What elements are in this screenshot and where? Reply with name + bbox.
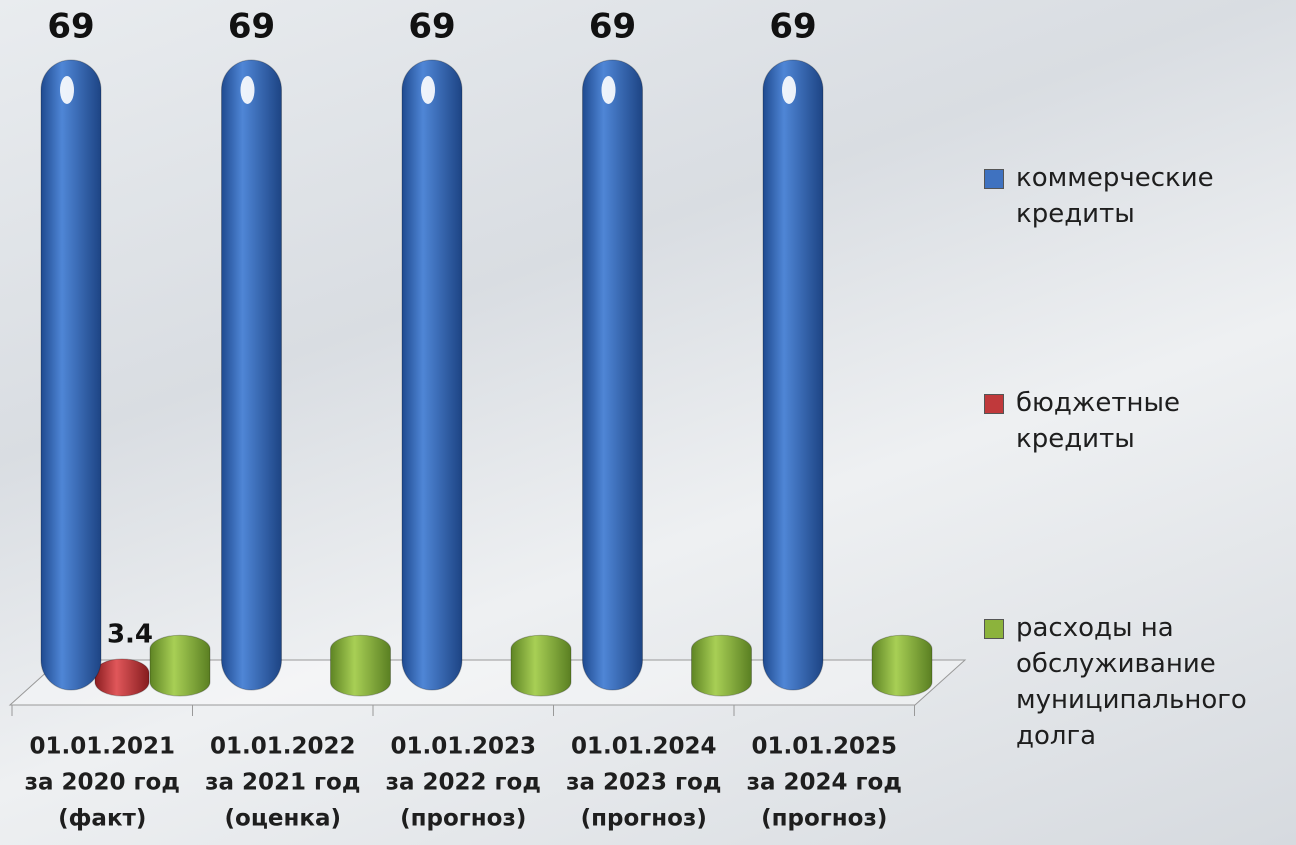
x-tick-label: 01.01.2025 <box>751 734 897 760</box>
bar <box>871 634 933 697</box>
x-tick-label: (оценка) <box>225 806 342 832</box>
x-tick-label: (прогноз) <box>400 806 526 832</box>
bar <box>582 59 643 691</box>
x-tick-label: 01.01.2023 <box>390 734 536 760</box>
data-label: 69 <box>769 7 816 47</box>
x-tick-label: 01.01.2021 <box>29 734 175 760</box>
legend-item: коммерческие кредиты <box>980 160 1240 232</box>
data-label: 69 <box>228 7 275 47</box>
legend-swatch <box>984 169 1004 189</box>
legend-label: коммерческие кредиты <box>1016 163 1214 229</box>
legend-swatch <box>984 394 1004 414</box>
x-tick-label: за 2024 год <box>747 770 902 796</box>
x-tick-label: 01.01.2022 <box>210 734 356 760</box>
bar <box>221 59 282 691</box>
bar-highlight <box>421 76 435 104</box>
bar <box>40 59 102 691</box>
bar <box>330 634 391 697</box>
x-tick-label: за 2021 год <box>205 770 360 796</box>
x-tick-label: (прогноз) <box>761 806 887 832</box>
bar-highlight <box>601 76 616 104</box>
bar <box>401 59 463 691</box>
x-tick-label: (факт) <box>58 806 146 832</box>
legend-item: расходы на обслуживание муниципального д… <box>980 610 1247 754</box>
x-tick-label: за 2023 год <box>566 770 721 796</box>
bar-highlight <box>60 76 74 104</box>
bar <box>94 658 150 697</box>
bar <box>691 634 752 697</box>
bar <box>510 634 572 697</box>
bar <box>149 634 211 697</box>
x-tick-label: (прогноз) <box>581 806 707 832</box>
data-label: 69 <box>589 7 636 47</box>
data-label: 69 <box>408 7 455 47</box>
x-tick-label: за 2022 год <box>386 770 541 796</box>
bar <box>762 59 824 691</box>
legend-swatch <box>984 619 1004 639</box>
legend-label: бюджетные кредиты <box>1016 388 1180 454</box>
data-label: 69 <box>47 7 94 47</box>
data-label: 3.4 <box>107 619 153 649</box>
x-tick-label: 01.01.2024 <box>571 734 717 760</box>
legend-label: расходы на обслуживание муниципального д… <box>1016 613 1247 751</box>
x-tick-label: за 2020 год <box>25 770 180 796</box>
bar-highlight <box>782 76 796 104</box>
legend-item: бюджетные кредиты <box>980 385 1240 457</box>
bar-highlight <box>240 76 255 104</box>
